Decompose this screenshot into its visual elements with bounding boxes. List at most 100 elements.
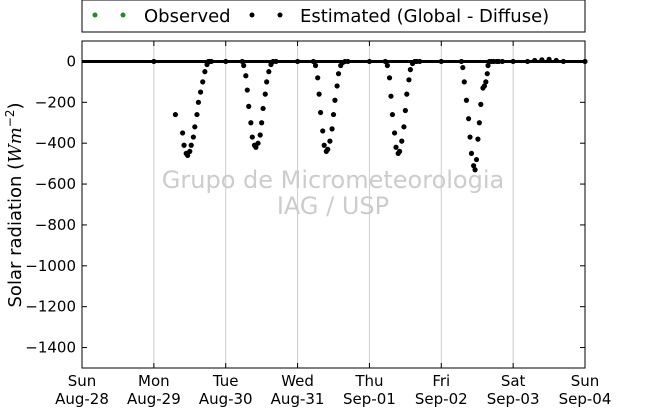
data-point bbox=[391, 130, 398, 136]
y-tick-label: −1400 bbox=[25, 339, 76, 357]
data-point bbox=[532, 57, 538, 64]
data-point bbox=[382, 58, 388, 65]
y-tick-label: −1000 bbox=[25, 257, 76, 275]
legend-frame bbox=[81, 0, 586, 33]
data-point bbox=[335, 71, 342, 77]
x-tick-label-day: Thu bbox=[354, 372, 383, 390]
data-point bbox=[510, 58, 516, 65]
data-point bbox=[195, 99, 202, 105]
watermark-line-1: Grupo de Micrometeorologia bbox=[162, 166, 504, 194]
data-point bbox=[345, 58, 351, 65]
data-point bbox=[329, 126, 335, 132]
data-point bbox=[496, 58, 502, 65]
data-point bbox=[484, 71, 490, 77]
watermark-line-2: IAG / USP bbox=[277, 192, 389, 220]
legend-estimated-marker-2 bbox=[277, 12, 283, 18]
legend-estimated-label: Estimated (Global - Diffuse) bbox=[300, 6, 549, 27]
data-point bbox=[312, 62, 319, 69]
data-point bbox=[202, 69, 208, 75]
data-point bbox=[402, 107, 408, 114]
x-tick-label-day: Mon bbox=[138, 372, 170, 390]
y-tick-label: −200 bbox=[35, 93, 76, 111]
data-point bbox=[190, 134, 196, 140]
grid bbox=[153, 41, 514, 368]
data-point bbox=[239, 58, 245, 65]
data-point bbox=[417, 58, 423, 65]
y-tick-label: −1200 bbox=[25, 298, 76, 316]
data-point bbox=[560, 58, 567, 65]
data-point bbox=[249, 134, 255, 140]
data-point bbox=[472, 167, 478, 173]
data-point bbox=[481, 83, 487, 89]
data-point bbox=[460, 64, 466, 71]
data-point bbox=[465, 116, 472, 122]
data-point bbox=[553, 57, 559, 64]
data-point bbox=[241, 62, 247, 69]
data-point bbox=[187, 148, 193, 154]
data-point bbox=[499, 58, 505, 65]
data-point bbox=[467, 134, 473, 140]
data-point bbox=[393, 144, 399, 150]
data-point bbox=[524, 58, 531, 65]
data-point bbox=[473, 156, 480, 163]
legend-observed-label: Observed bbox=[144, 6, 231, 27]
data-point bbox=[266, 69, 272, 75]
x-tick-label-day: Tue bbox=[212, 372, 239, 390]
data-point bbox=[262, 91, 268, 97]
data-point bbox=[259, 120, 265, 126]
data-point bbox=[366, 58, 373, 65]
x-axis: SunAug-28MonAug-29TueAug-30WedAug-31ThuS… bbox=[55, 41, 611, 408]
data-point bbox=[248, 120, 254, 126]
x-tick-label-date: Aug-28 bbox=[55, 390, 109, 408]
data-point bbox=[384, 62, 390, 69]
data-point bbox=[317, 109, 324, 116]
data-point bbox=[172, 111, 179, 118]
data-point bbox=[243, 73, 249, 79]
legend-estimated-marker-1 bbox=[249, 12, 255, 18]
data-point bbox=[475, 136, 481, 142]
data-point bbox=[253, 144, 259, 150]
data-point bbox=[330, 111, 337, 118]
data-point bbox=[483, 79, 489, 85]
y-tick-label: 0 bbox=[66, 52, 76, 70]
y-tick-label: −400 bbox=[35, 134, 76, 152]
x-tick-label-day: Fri bbox=[432, 372, 450, 390]
data-point bbox=[458, 58, 465, 65]
x-tick-label-day: Sun bbox=[68, 372, 97, 390]
data-point bbox=[389, 111, 396, 118]
x-tick-label-date: Aug-30 bbox=[199, 390, 253, 408]
data-point bbox=[208, 58, 214, 65]
x-tick-label-date: Sep-02 bbox=[415, 390, 468, 408]
data-point bbox=[255, 140, 261, 146]
data-point bbox=[461, 79, 467, 85]
data-point bbox=[476, 120, 482, 126]
data-point bbox=[485, 62, 491, 69]
data-point bbox=[223, 58, 229, 65]
legend-observed-marker-1 bbox=[92, 12, 98, 18]
x-tick-label-day: Sun bbox=[571, 372, 600, 390]
data-point bbox=[197, 89, 204, 95]
data-point bbox=[151, 58, 157, 65]
data-point bbox=[200, 79, 206, 85]
data-point bbox=[539, 57, 545, 63]
data-point bbox=[404, 91, 410, 97]
data-point bbox=[320, 128, 326, 134]
y-tick-label: −800 bbox=[35, 216, 76, 234]
data-point bbox=[546, 56, 552, 62]
data-point bbox=[397, 148, 403, 154]
x-tick-label-day: Wed bbox=[281, 372, 314, 390]
data-point bbox=[327, 138, 333, 144]
data-point bbox=[188, 142, 194, 148]
data-point bbox=[388, 93, 394, 99]
data-point bbox=[181, 142, 187, 148]
data-point bbox=[180, 130, 186, 136]
data-point bbox=[310, 58, 316, 65]
data-point bbox=[471, 163, 477, 169]
data-point bbox=[257, 132, 263, 138]
data-point bbox=[185, 152, 191, 159]
data-point bbox=[386, 75, 393, 81]
data-point bbox=[463, 97, 470, 103]
data-point bbox=[407, 67, 413, 73]
data-point bbox=[244, 87, 250, 93]
